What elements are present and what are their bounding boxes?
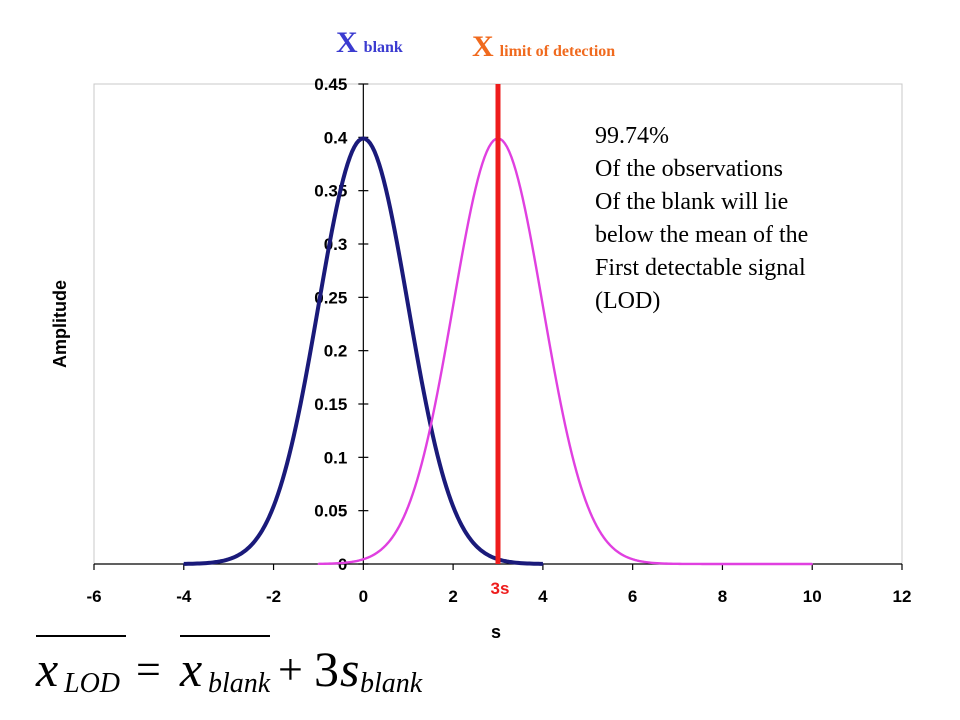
formula-lhs-base: x [35,641,58,697]
data-point [407,505,410,508]
x-tick-label: 8 [718,587,727,606]
data-point [407,305,410,307]
data-point [340,187,342,190]
data-point [519,562,522,564]
data-point [317,305,320,307]
data-point [205,562,208,564]
data-point [384,187,387,190]
data-point [340,562,342,564]
note-line: Of the observations [595,156,783,182]
x-blank-sub: blank [363,39,403,56]
data-point [609,544,612,547]
formula-term1-sub: blank [208,668,271,699]
data-point [250,544,252,547]
x-axis-title: s [491,622,501,642]
formula-lhs-sub: LOD [63,668,120,699]
x-tick-label: 2 [448,587,457,606]
observation-note: 99.74% Of the observations Of the blank … [595,120,808,318]
data-point [631,558,634,561]
formula-term2-base: s [340,641,359,697]
data-point [429,425,432,427]
y-tick-label: 0.1 [324,448,348,467]
y-tick-label: 0.05 [314,502,347,521]
formula-equals: = [136,645,161,694]
data-point [542,563,544,565]
data-point [227,558,230,561]
y-tick-label: 0.45 [314,75,347,94]
data-point [586,505,589,508]
data-point [519,187,522,190]
note-line: Of the blank will lie [595,189,789,215]
lod-marker-label: 3s [491,579,510,598]
note-line: (LOD) [595,288,661,314]
lod-formula: x LOD = x blank + 3 s blank [35,635,423,699]
data-point [474,544,477,547]
y-tick-label: 0.15 [314,395,347,414]
data-point [452,305,454,307]
data-point [272,505,275,508]
data-point [452,505,454,508]
data-point [384,544,387,547]
x-tick-label: 0 [359,587,368,606]
x-lod-main: X [472,30,494,63]
x-tick-label: 6 [628,587,637,606]
formula-coef: 3 [314,641,339,697]
x-tick-label: -6 [86,587,101,606]
note-line: below the mean of the [595,222,809,248]
x-tick-label: 4 [538,587,548,606]
data-point [564,425,567,427]
data-point [811,563,814,565]
data-point [295,425,297,427]
data-point [721,563,724,565]
data-point [362,558,365,561]
formula-term1-base: x [179,641,202,697]
data-point [182,563,185,565]
data-point [362,137,365,140]
x-tick-label: 10 [803,587,822,606]
x-lod-sub: limit of detection [499,43,616,60]
x-tick-label: -2 [266,587,281,606]
formula-term2-sub: blank [360,668,423,699]
data-point [654,562,656,564]
note-line: 99.74% [595,123,669,149]
note-line: First detectable signal [595,255,806,281]
x-tick-label: 12 [893,587,912,606]
data-point [676,563,679,565]
data-point [766,563,769,565]
x-blank-main: X [336,26,358,59]
y-axis: 00.050.10.150.20.250.30.350.40.45 [314,75,369,574]
y-tick-label: 0.2 [324,342,348,361]
y-tick-label: 0.4 [324,128,348,147]
data-point [474,187,477,190]
lod-marker: 3s [491,84,510,598]
formula-plus: + [278,645,303,694]
y-axis-title: Amplitude [50,280,70,368]
x-tick-label: -4 [176,587,192,606]
data-point [542,305,544,307]
data-point [317,563,320,565]
